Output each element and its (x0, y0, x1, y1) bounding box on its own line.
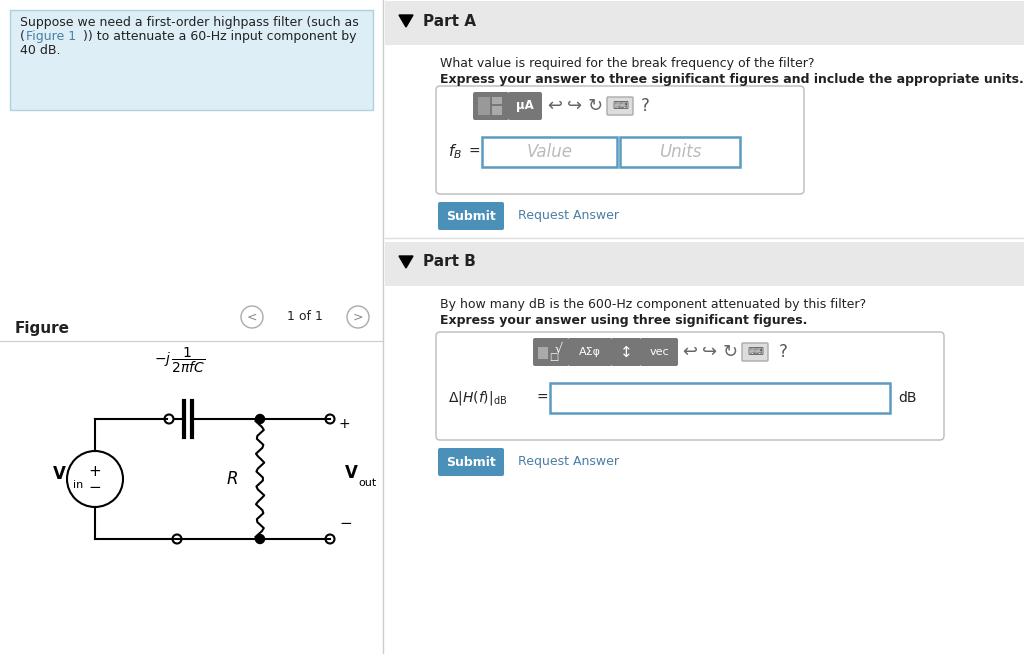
FancyBboxPatch shape (611, 338, 641, 366)
Text: >: > (352, 311, 364, 324)
Text: ↩: ↩ (548, 97, 562, 115)
Text: −: − (89, 481, 101, 496)
FancyBboxPatch shape (620, 137, 740, 167)
Text: ↕: ↕ (620, 345, 633, 360)
Text: ↪: ↪ (567, 97, 583, 115)
Polygon shape (399, 256, 413, 268)
Text: Submit: Submit (446, 209, 496, 222)
Text: ↻: ↻ (588, 97, 602, 115)
Text: R: R (226, 470, 238, 488)
Text: Express your answer to three significant figures and include the appropriate uni: Express your answer to three significant… (440, 73, 1024, 86)
FancyBboxPatch shape (473, 92, 509, 120)
Text: Figure: Figure (15, 322, 70, 337)
Text: <: < (247, 311, 257, 324)
Text: □: □ (549, 352, 559, 362)
Text: Units: Units (658, 143, 701, 161)
FancyBboxPatch shape (436, 332, 944, 440)
Text: √: √ (555, 343, 563, 356)
Text: ↪: ↪ (702, 343, 718, 361)
FancyBboxPatch shape (0, 0, 383, 654)
Text: 1 of 1: 1 of 1 (287, 311, 323, 324)
Text: out: out (358, 478, 376, 488)
Text: (: ( (20, 30, 25, 43)
FancyBboxPatch shape (385, 45, 1024, 325)
FancyBboxPatch shape (385, 1, 1024, 45)
Text: 40 dB.: 40 dB. (20, 44, 60, 57)
Text: $-j\,\dfrac{1}{2\pi fC}$: $-j\,\dfrac{1}{2\pi fC}$ (155, 346, 206, 375)
Text: dB: dB (898, 391, 916, 405)
FancyBboxPatch shape (438, 448, 504, 476)
Text: ?: ? (641, 97, 649, 115)
Text: $\mathbf{V}$: $\mathbf{V}$ (51, 465, 67, 483)
Text: ⌨: ⌨ (746, 347, 763, 357)
FancyBboxPatch shape (640, 338, 678, 366)
Text: $f_B$: $f_B$ (449, 143, 462, 162)
Text: in: in (73, 480, 83, 490)
Text: $\Delta|H(f)|_{\mathrm{dB}}$: $\Delta|H(f)|_{\mathrm{dB}}$ (449, 389, 507, 407)
Text: Express your answer using three significant figures.: Express your answer using three signific… (440, 314, 807, 327)
Text: ↻: ↻ (723, 343, 737, 361)
Text: What value is required for the break frequency of the filter?: What value is required for the break fre… (440, 57, 814, 70)
FancyBboxPatch shape (492, 97, 502, 104)
FancyBboxPatch shape (482, 137, 617, 167)
Text: ↩: ↩ (682, 343, 697, 361)
FancyBboxPatch shape (385, 286, 1024, 566)
FancyBboxPatch shape (10, 10, 373, 110)
Circle shape (256, 415, 264, 424)
FancyBboxPatch shape (492, 106, 502, 115)
Text: Request Answer: Request Answer (518, 455, 618, 468)
Text: )) to attenuate a 60-Hz input component by: )) to attenuate a 60-Hz input component … (83, 30, 356, 43)
Text: Figure 1: Figure 1 (26, 30, 76, 43)
FancyBboxPatch shape (550, 383, 890, 413)
Text: μA: μA (516, 99, 534, 112)
Text: −: − (339, 517, 352, 532)
Text: =: = (468, 145, 479, 159)
FancyBboxPatch shape (436, 86, 804, 194)
Text: Part A: Part A (423, 14, 476, 29)
Polygon shape (399, 15, 413, 27)
FancyBboxPatch shape (508, 92, 542, 120)
Text: Value: Value (526, 143, 572, 161)
Text: vec: vec (649, 347, 669, 357)
Text: Request Answer: Request Answer (518, 209, 618, 222)
Text: Suppose we need a first-order highpass filter (such as: Suppose we need a first-order highpass f… (20, 16, 358, 29)
Text: ΑΣφ: ΑΣφ (579, 347, 601, 357)
Text: +: + (339, 417, 350, 431)
Text: =: = (536, 391, 548, 405)
Text: Part B: Part B (423, 254, 476, 269)
FancyBboxPatch shape (478, 97, 490, 115)
FancyBboxPatch shape (385, 242, 1024, 286)
Text: ⌨: ⌨ (612, 101, 628, 111)
FancyBboxPatch shape (538, 347, 548, 359)
FancyBboxPatch shape (742, 343, 768, 361)
FancyBboxPatch shape (438, 202, 504, 230)
FancyBboxPatch shape (534, 338, 569, 366)
Text: +: + (89, 464, 101, 479)
Text: ?: ? (778, 343, 787, 361)
FancyBboxPatch shape (607, 97, 633, 115)
Text: By how many dB is the 600-Hz component attenuated by this filter?: By how many dB is the 600-Hz component a… (440, 298, 866, 311)
Text: Submit: Submit (446, 455, 496, 468)
Circle shape (256, 534, 264, 543)
FancyBboxPatch shape (568, 338, 612, 366)
Text: $\mathbf{V}$: $\mathbf{V}$ (344, 464, 358, 482)
